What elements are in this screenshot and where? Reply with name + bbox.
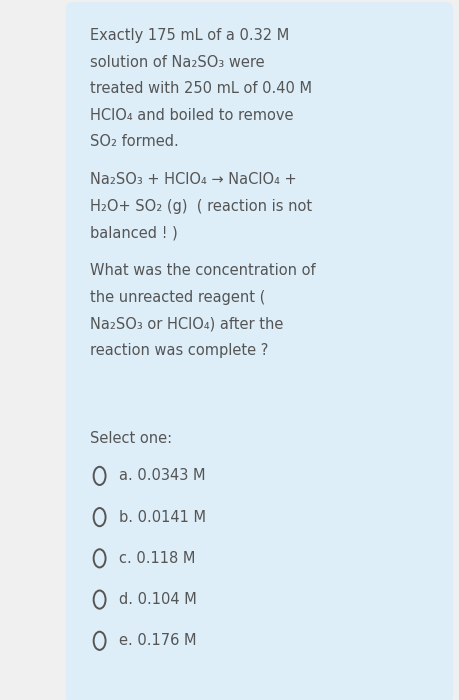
Text: What was the concentration of: What was the concentration of <box>90 263 315 278</box>
Text: a. 0.0343 M: a. 0.0343 M <box>119 468 206 484</box>
Text: Na₂SO₃ + HClO₄ → NaClO₄ +: Na₂SO₃ + HClO₄ → NaClO₄ + <box>90 172 296 187</box>
Text: Select one:: Select one: <box>90 431 172 446</box>
Text: reaction was complete ?: reaction was complete ? <box>90 343 268 358</box>
Text: Exactly 175 mL of a 0.32 M: Exactly 175 mL of a 0.32 M <box>90 28 289 43</box>
FancyBboxPatch shape <box>66 2 453 700</box>
Text: SO₂ formed.: SO₂ formed. <box>90 134 178 149</box>
Text: treated with 250 mL of 0.40 M: treated with 250 mL of 0.40 M <box>90 81 312 96</box>
Text: c. 0.118 M: c. 0.118 M <box>119 551 196 566</box>
Text: b. 0.0141 M: b. 0.0141 M <box>119 510 207 525</box>
Text: e. 0.176 M: e. 0.176 M <box>119 634 197 648</box>
Text: H₂O+ SO₂ (g)  ( reaction is not: H₂O+ SO₂ (g) ( reaction is not <box>90 199 312 214</box>
Text: balanced ! ): balanced ! ) <box>90 225 177 240</box>
Text: Na₂SO₃ or HClO₄) after the: Na₂SO₃ or HClO₄) after the <box>90 316 283 331</box>
Text: HClO₄ and boiled to remove: HClO₄ and boiled to remove <box>90 108 293 122</box>
Text: d. 0.104 M: d. 0.104 M <box>119 592 197 607</box>
Text: the unreacted reagent (: the unreacted reagent ( <box>90 290 265 304</box>
Text: solution of Na₂SO₃ were: solution of Na₂SO₃ were <box>90 55 264 69</box>
